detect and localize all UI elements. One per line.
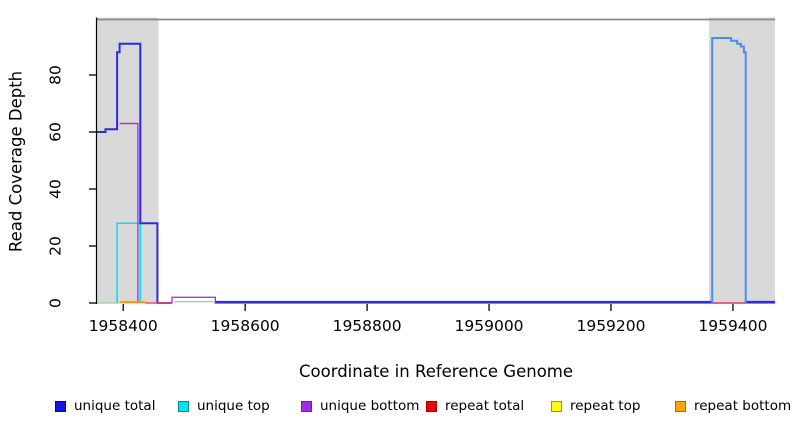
legend-label: repeat bottom (694, 398, 792, 414)
x-tick-label: 1959200 (576, 317, 645, 335)
x-tick-label: 1958400 (89, 317, 158, 335)
legend-label: repeat top (570, 398, 641, 414)
x-axis-title: Coordinate in Reference Genome (298, 362, 574, 381)
legend-label: unique total (74, 398, 156, 414)
shaded-region (97, 17, 159, 303)
x-tick-label: 1959400 (698, 317, 767, 335)
x-tick-label: 1958800 (333, 317, 402, 335)
legend-item-repeat-total: repeat total (426, 398, 524, 414)
legend-item-unique-top: unique top (178, 398, 270, 414)
repeat-top-swatch-icon (551, 400, 562, 412)
repeat-total-swatch-icon (426, 400, 437, 412)
y-tick-label: 40 (46, 179, 64, 199)
x-tick-label: 1959000 (455, 317, 524, 335)
series-unique-bottom (119, 122, 139, 303)
series-unique-total (97, 42, 172, 304)
legend-item-repeat-bottom: repeat bottom (675, 398, 791, 414)
series-unique-total-right (711, 37, 747, 303)
legend-item-unique-bottom: unique bottom (301, 398, 419, 414)
legend-label: unique bottom (320, 398, 420, 414)
y-tick-label: 80 (46, 65, 64, 85)
shaded-region (709, 17, 775, 303)
y-tick-label: 60 (46, 122, 64, 142)
series-unique-bottom (171, 296, 775, 304)
x-tick-label: 1958600 (211, 317, 280, 335)
legend: unique total unique top unique bottom re… (0, 398, 792, 420)
unique-total-swatch-icon (55, 400, 66, 412)
y-tick-label: 20 (46, 236, 64, 256)
unique-bottom-swatch-icon (301, 400, 312, 412)
legend-label: unique top (197, 398, 270, 414)
legend-item-repeat-top: repeat top (551, 398, 640, 414)
legend-label: repeat total (445, 398, 525, 414)
y-axis-title: Read Coverage Depth (6, 70, 26, 253)
series-unique-top (116, 222, 142, 303)
legend-item-unique-total: unique total (55, 398, 155, 414)
repeat-bottom-swatch-icon (675, 400, 686, 412)
y-tick-label: 0 (46, 298, 64, 308)
unique-top-swatch-icon (178, 400, 189, 412)
